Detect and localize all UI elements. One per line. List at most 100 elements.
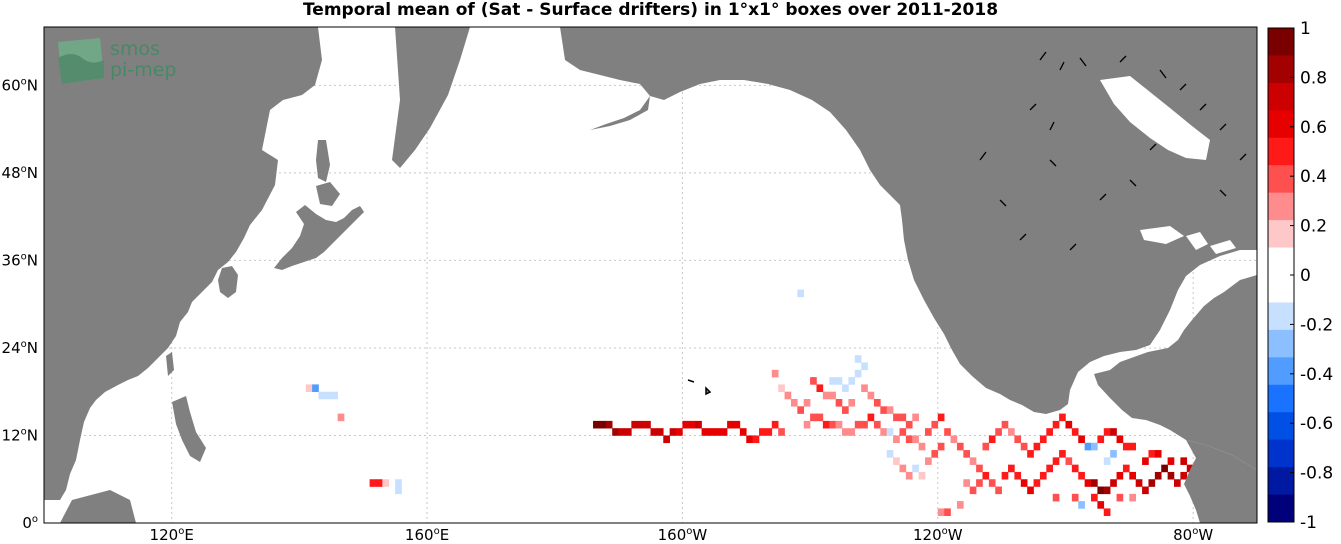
data-bin: [739, 428, 747, 436]
lake-dash: [1179, 83, 1187, 91]
colorbar-tick-label: -1: [1300, 513, 1317, 533]
data-bin: [1186, 464, 1194, 473]
data-bin: [1110, 450, 1117, 458]
data-bin: [956, 442, 964, 451]
cuba-island: [1150, 360, 1200, 374]
lon-label-1: 160oE: [405, 526, 449, 544]
data-bin: [976, 464, 983, 473]
philippines-islands: [172, 396, 206, 462]
data-bin: [688, 420, 696, 429]
data-bin: [937, 442, 945, 451]
land-masses: [44, 27, 1257, 523]
colorbar-segment: [1268, 192, 1294, 221]
data-bin: [337, 413, 345, 422]
data-bin: [886, 428, 894, 436]
lat-label-1: 12oN: [2, 426, 38, 444]
data-bin: [803, 420, 811, 429]
data-bin: [835, 420, 843, 429]
hawaii-islands: [687, 379, 712, 396]
data-bin: [899, 428, 907, 436]
colorbar-segment: [1268, 247, 1294, 276]
lon-label-0: 120oE: [150, 526, 194, 544]
taiwan-island: [166, 352, 174, 376]
hokkaido-island: [316, 182, 340, 206]
data-bin: [1180, 457, 1188, 465]
colorbar: [1267, 27, 1295, 523]
data-bin: [905, 420, 913, 429]
colorbar-segment: [1268, 82, 1294, 111]
data-bin: [810, 377, 817, 385]
data-bin: [963, 479, 971, 487]
data-bin: [1097, 435, 1105, 444]
data-bin: [1180, 471, 1188, 480]
data-bin: [854, 355, 862, 363]
colorbar-segment: [1268, 329, 1294, 358]
data-bin: [1033, 479, 1041, 487]
data-bin: [1059, 413, 1066, 422]
smos-pi-mep-logo: smos pi-mep: [58, 38, 176, 84]
colorbar-segment: [1268, 110, 1294, 139]
data-bin: [963, 450, 971, 458]
data-bin: [733, 420, 741, 429]
data-bin: [944, 508, 951, 517]
colorbar-tick-label: 0.2: [1300, 217, 1327, 237]
data-bin: [861, 384, 868, 393]
data-bin: [1154, 471, 1162, 480]
data-bin: [1116, 471, 1124, 480]
data-bin: [1052, 420, 1060, 429]
colorbar-labels: 1 0.8 0.6 0.4 0.2 0 -0.2 -0.4 -0.6 -0.8 -1: [1290, 19, 1333, 533]
data-bin: [720, 428, 728, 436]
data-bin: [784, 391, 792, 400]
colorbar-segment: [1268, 28, 1294, 56]
data-bin: [893, 435, 900, 444]
lon-label-3: 120oW: [913, 526, 963, 544]
data-bin: [1078, 435, 1085, 444]
data-bin: [905, 471, 913, 480]
data-bin: [746, 435, 753, 444]
data-bin: [618, 428, 626, 436]
data-bin: [1046, 464, 1054, 473]
data-bin: [395, 479, 402, 487]
colorbar-segment: [1268, 494, 1294, 523]
sakhalin-island: [316, 140, 330, 182]
data-bin: [1001, 471, 1009, 480]
data-bin: [1110, 428, 1117, 436]
data-bin: [912, 464, 919, 473]
data-bin: [701, 428, 709, 436]
data-bin: [331, 391, 338, 400]
lat-label-4: 48oN: [2, 164, 38, 182]
data-bin: [1142, 457, 1149, 465]
lake-dash: [1219, 123, 1227, 131]
data-bin: [1148, 450, 1156, 458]
data-bin: [797, 289, 805, 298]
data-bin: [982, 471, 990, 480]
data-bin: [765, 428, 773, 436]
data-bin: [1148, 479, 1156, 487]
data-bin: [937, 413, 945, 422]
lake-dash: [1199, 103, 1207, 111]
data-bin: [631, 420, 639, 429]
data-bin: [810, 413, 817, 422]
data-bin: [1065, 457, 1073, 465]
data-bin: [1129, 471, 1136, 480]
data-bin: [969, 457, 977, 465]
data-bin: [778, 384, 785, 393]
data-bin: [637, 420, 645, 429]
data-bin: [1039, 471, 1047, 480]
longitude-tick-labels: 120oE 160oE 160oW 120oW 80oW: [150, 526, 1214, 544]
data-bin: [324, 391, 332, 400]
data-bin: [1135, 479, 1143, 487]
data-bin: [1142, 486, 1149, 495]
logo-line2: pi-mep: [110, 59, 176, 81]
plot-frame: [43, 26, 1258, 524]
data-bin: [854, 420, 862, 429]
lake-dash: [1039, 51, 1047, 61]
data-bin: [893, 413, 900, 422]
data-bin: [995, 486, 1002, 495]
data-bin: [1097, 501, 1105, 509]
data-bin: [988, 435, 996, 444]
data-bin: [912, 413, 919, 422]
data-bin: [375, 479, 383, 487]
data-bin: [1071, 428, 1079, 436]
data-bin: [1014, 435, 1022, 444]
